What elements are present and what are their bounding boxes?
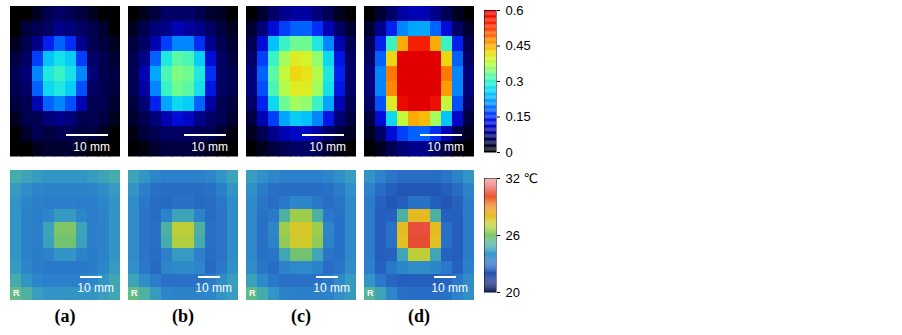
html-text:R: R [13, 288, 20, 298]
html-text:R: R [131, 288, 138, 298]
svg-text:32 ℃: 32 ℃ [506, 171, 539, 186]
html-text:(c): (c) [291, 306, 311, 326]
svg-text:0.6: 0.6 [506, 3, 524, 18]
svg-text:0: 0 [506, 145, 513, 160]
html-text:(a): (a) [54, 306, 76, 326]
html-text:10 mm: 10 mm [77, 281, 114, 295]
html-text:R: R [249, 288, 256, 298]
svg-text:0.15: 0.15 [506, 109, 531, 124]
html-text:10 mm: 10 mm [73, 140, 110, 154]
svg-text:26: 26 [506, 228, 520, 243]
html-text:10 mm: 10 mm [427, 140, 464, 154]
html-text:10 mm: 10 mm [309, 140, 346, 154]
html-text:10 mm: 10 mm [195, 281, 232, 295]
html-text:10 mm: 10 mm [191, 140, 228, 154]
svg-text:0.3: 0.3 [506, 74, 524, 89]
html-text:R: R [367, 288, 374, 298]
svg-text:0.45: 0.45 [506, 38, 531, 53]
html-text:10 mm: 10 mm [431, 281, 468, 295]
html-text:10 mm: 10 mm [313, 281, 350, 295]
html-text:(b): (b) [172, 306, 194, 326]
svg-text:20: 20 [506, 285, 520, 300]
html-text:(d): (d) [408, 306, 430, 326]
